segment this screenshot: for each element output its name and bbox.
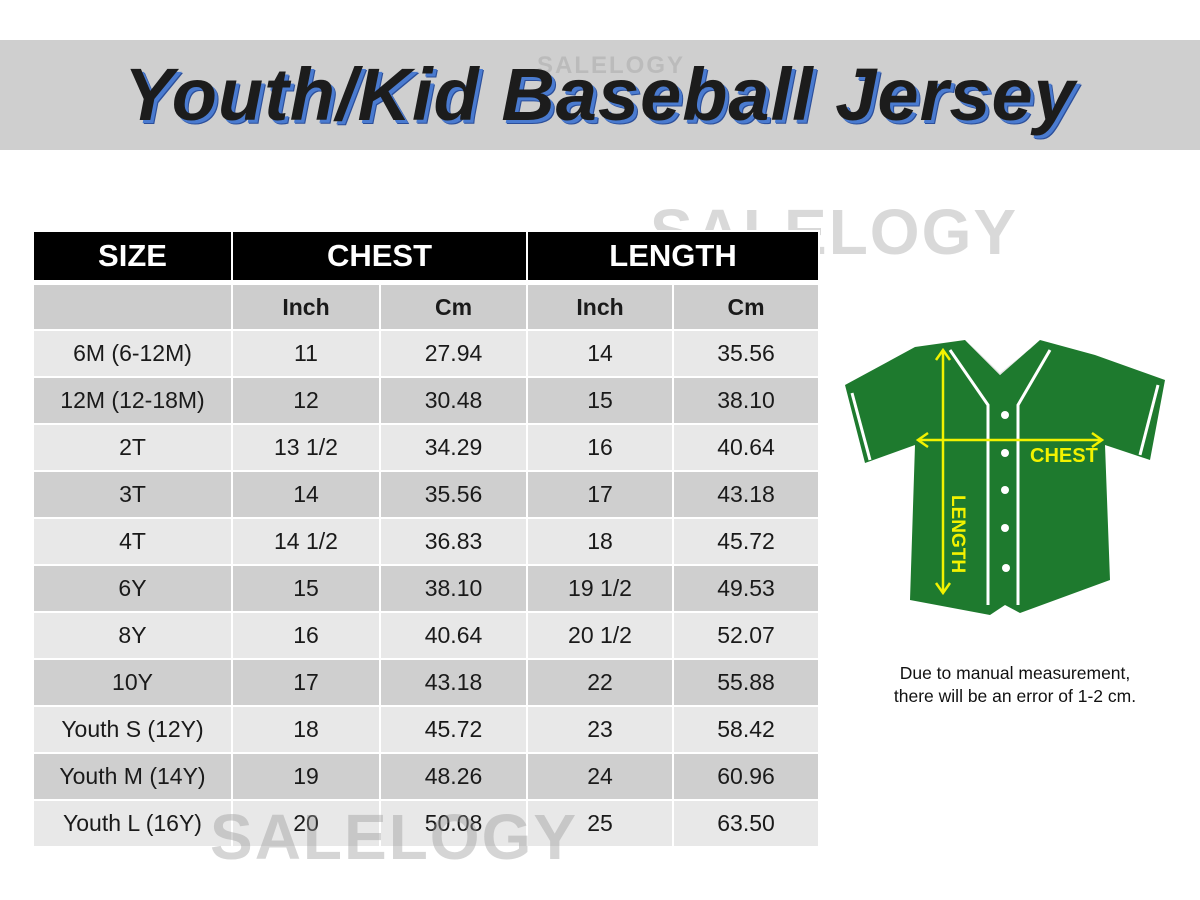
chest-cm-cell: 35.56	[378, 470, 529, 519]
watermark: SALELOGY	[210, 801, 579, 873]
chest-inch-cell: 17	[231, 658, 381, 707]
chest-cm-cell: 40.64	[378, 611, 529, 660]
length-arrow	[934, 347, 952, 596]
measurement-note: Due to manual measurement, there will be…	[860, 662, 1170, 708]
size-cell: 6Y	[32, 564, 233, 613]
length-inch-cell: 19 1/2	[526, 564, 675, 613]
table-row: 3T 14 35.56 17 43.18	[32, 470, 821, 519]
subheader-cell: Inch	[526, 281, 675, 331]
chest-cm-cell: 27.94	[378, 329, 529, 378]
length-label: LENGTH	[947, 495, 968, 573]
subheader-cell: Inch	[231, 281, 381, 331]
length-cm-cell: 38.10	[672, 376, 821, 425]
chest-label: CHEST	[1030, 445, 1098, 467]
table-row: 6M (6-12M) 11 27.94 14 35.56	[32, 329, 821, 378]
size-cell: 8Y	[32, 611, 233, 660]
watermark: SALELOGY	[537, 52, 686, 79]
header-chest: CHEST	[230, 230, 529, 285]
chest-cm-cell: 36.83	[378, 517, 529, 566]
length-inch-cell: 20 1/2	[526, 611, 675, 660]
length-inch-cell: 15	[526, 376, 675, 425]
table-row: 4T 14 1/2 36.83 18 45.72	[32, 517, 821, 566]
note-line: there will be an error of 1-2 cm.	[893, 686, 1137, 706]
length-inch-cell: 17	[526, 470, 675, 519]
chest-inch-cell: 11	[231, 329, 381, 378]
header-row: SIZE CHEST LENGTH	[32, 230, 821, 285]
length-inch-cell: 25	[526, 799, 675, 848]
header-length: LENGTH	[526, 230, 821, 285]
chest-inch-cell: 19	[231, 752, 381, 801]
subheader-cell	[32, 281, 233, 331]
table-row: 8Y 16 40.64 20 1/2 52.07	[32, 611, 821, 660]
size-cell: Youth L (16Y)	[32, 799, 233, 848]
chest-inch-cell: 14 1/2	[231, 517, 381, 566]
jersey-body	[845, 340, 1165, 615]
note-line: Due to manual measurement,	[899, 663, 1131, 683]
subheader-cell: Cm	[672, 281, 821, 331]
chest-inch-cell: 12	[231, 376, 381, 425]
size-cell: 4T	[32, 517, 233, 566]
chest-cm-cell: 38.10	[378, 564, 529, 613]
table-row: 2T 13 1/2 34.29 16 40.64	[32, 423, 821, 472]
size-cell: 6M (6-12M)	[32, 329, 233, 378]
length-inch-cell: 16	[526, 423, 675, 472]
size-cell: Youth S (12Y)	[32, 705, 233, 754]
size-cell: Youth M (14Y)	[32, 752, 233, 801]
length-cm-cell: 60.96	[672, 752, 821, 801]
length-cm-cell: 63.50	[672, 799, 821, 848]
size-cell: 2T	[32, 423, 233, 472]
table-row: 12M (12-18M) 12 30.48 15 38.10	[32, 376, 821, 425]
page-title: Youth/Kid Baseball Jersey	[124, 53, 1076, 136]
size-cell: 3T	[32, 470, 233, 519]
chest-inch-cell: 13 1/2	[231, 423, 381, 472]
chest-cm-cell: 43.18	[378, 658, 529, 707]
length-cm-cell: 55.88	[672, 658, 821, 707]
subheader-row: Inch Cm Inch Cm	[32, 281, 821, 331]
table-row: Youth M (14Y) 19 48.26 24 60.96	[32, 752, 821, 801]
length-cm-cell: 43.18	[672, 470, 821, 519]
length-cm-cell: 58.42	[672, 705, 821, 754]
title-bar	[0, 40, 1200, 150]
table-row: Youth L (16Y) 20 50.08 25 63.50	[32, 799, 821, 848]
length-inch-cell: 22	[526, 658, 675, 707]
chest-inch-cell: 14	[231, 470, 381, 519]
length-cm-cell: 35.56	[672, 329, 821, 378]
length-inch-cell: 23	[526, 705, 675, 754]
size-chart-table: SIZE CHEST LENGTH Inch Cm Inch Cm 6M (6-…	[32, 230, 821, 848]
chest-cm-cell: 34.29	[378, 423, 529, 472]
header-size: SIZE	[32, 230, 233, 285]
chest-inch-cell: 18	[231, 705, 381, 754]
length-cm-cell: 45.72	[672, 517, 821, 566]
table-row: 6Y 15 38.10 19 1/2 49.53	[32, 564, 821, 613]
length-inch-cell: 18	[526, 517, 675, 566]
table-row: Youth S (12Y) 18 45.72 23 58.42	[32, 705, 821, 754]
chest-arrow	[915, 431, 1105, 449]
length-inch-cell: 14	[526, 329, 675, 378]
length-cm-cell: 52.07	[672, 611, 821, 660]
chest-cm-cell: 30.48	[378, 376, 529, 425]
table-row: 10Y 17 43.18 22 55.88	[32, 658, 821, 707]
length-inch-cell: 24	[526, 752, 675, 801]
size-cell: 12M (12-18M)	[32, 376, 233, 425]
chest-cm-cell: 50.08	[378, 799, 529, 848]
length-cm-cell: 40.64	[672, 423, 821, 472]
jersey-diagram: CHEST LENGTH	[845, 340, 1165, 615]
size-cell: 10Y	[32, 658, 233, 707]
chest-inch-cell: 20	[231, 799, 381, 848]
chest-cm-cell: 45.72	[378, 705, 529, 754]
subheader-cell: Cm	[378, 281, 529, 331]
chest-inch-cell: 16	[231, 611, 381, 660]
length-cm-cell: 49.53	[672, 564, 821, 613]
chest-cm-cell: 48.26	[378, 752, 529, 801]
chest-inch-cell: 15	[231, 564, 381, 613]
